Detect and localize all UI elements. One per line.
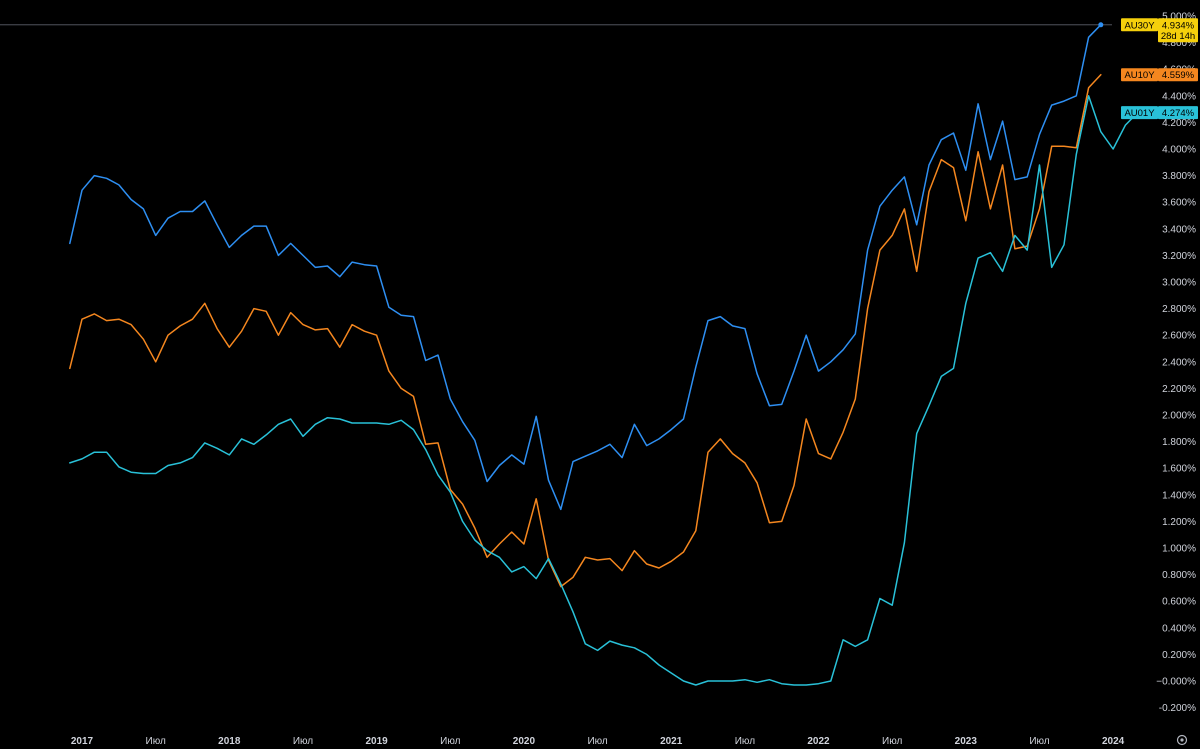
y-tick-label: 2.800% [1162, 304, 1196, 315]
x-tick-label: 2019 [365, 736, 388, 747]
x-tick-label: Июл [440, 736, 460, 747]
last-point-marker-au30y [1098, 22, 1104, 28]
price-tag-au10y: AU10Y 4.559% [1121, 68, 1198, 82]
series-name-label: AU30Y [1124, 20, 1155, 31]
y-tick-label: 3.200% [1162, 251, 1196, 262]
x-tick-label: 2023 [955, 736, 978, 747]
x-tick-label: Июл [587, 736, 607, 747]
series-line-au30y [69, 24, 1102, 511]
y-tick-label: 2.000% [1162, 411, 1196, 422]
y-tick-label: 0.600% [1162, 597, 1196, 608]
last-price-line [0, 22, 1112, 28]
series-line-au10y [69, 73, 1102, 588]
series-name-tag [1121, 18, 1158, 32]
series-name-tag [1121, 68, 1158, 82]
y-tick-label: 0.400% [1162, 623, 1196, 634]
y-tick-label: 3.800% [1162, 171, 1196, 182]
series-last-value: 4.559% [1162, 70, 1195, 81]
y-tick-label: 3.400% [1162, 224, 1196, 235]
y-tick-label: 5.000% [1162, 12, 1196, 23]
x-tick-label: Июл [735, 736, 755, 747]
y-tick-label: 0.800% [1162, 570, 1196, 581]
price-tag-au30y: AU30Y 4.934%28d 14h [1121, 18, 1198, 43]
price-tags: AU30Y 4.934%28d 14h AU10Y 4.559% AU01Y 4.274% [1121, 18, 1198, 120]
x-tick-label: 2018 [218, 736, 241, 747]
y-tick-label: 1.800% [1162, 437, 1196, 448]
y-tick-label: 4.400% [1162, 91, 1196, 102]
price-tag-au01y: AU01Y 4.274% [1121, 106, 1198, 120]
y-tick-label: 2.400% [1162, 357, 1196, 368]
y-tick-label: −0.000% [1156, 677, 1196, 688]
axis-settings-button[interactable] [1176, 734, 1188, 746]
x-tick-label: Июл [146, 736, 166, 747]
bar-countdown: 28d 14h [1161, 31, 1195, 42]
plot-area [69, 24, 1139, 686]
y-tick-label: 1.400% [1162, 490, 1196, 501]
gear-icon-center [1180, 738, 1184, 742]
series-line-au01y [69, 95, 1139, 686]
x-tick-label: Июл [293, 736, 313, 747]
series-name-tag [1121, 106, 1158, 120]
x-tick-label: 2022 [807, 736, 830, 747]
x-axis: 2017 Июл 2018 Июл 2019 Июл 2020 Июл 2021 Июл 2022 И… [71, 736, 1125, 747]
series-name-label: AU10Y [1124, 70, 1155, 81]
y-tick-label: 0.200% [1162, 650, 1196, 661]
y-tick-label: 4.000% [1162, 145, 1196, 156]
y-tick-label: 3.000% [1162, 278, 1196, 289]
x-tick-label: 2017 [71, 736, 94, 747]
gear-icon[interactable] [1176, 734, 1188, 746]
series-last-value: 4.274% [1162, 108, 1195, 119]
y-axis: -0.200% −0.000% 0.200% 0.400% 0.600% 0.800% 1.… [1156, 12, 1196, 715]
y-tick-label: 1.200% [1162, 517, 1196, 528]
y-tick-label: 4.800% [1162, 38, 1196, 49]
x-tick-label: 2024 [1102, 736, 1125, 747]
y-tick-label: 4.200% [1162, 118, 1196, 129]
series-name-label: AU01Y [1124, 108, 1155, 119]
y-tick-label: 1.600% [1162, 464, 1196, 475]
series-value-tag [1158, 106, 1198, 120]
series-last-value: 4.934% [1162, 20, 1195, 31]
y-tick-label: 1.000% [1162, 544, 1196, 555]
y-tick-label: 2.600% [1162, 331, 1196, 342]
y-tick-label: 3.600% [1162, 198, 1196, 209]
y-tick-label: 2.200% [1162, 384, 1196, 395]
y-tick-label: -0.200% [1159, 703, 1196, 714]
x-tick-label: 2021 [660, 736, 683, 747]
x-tick-label: 2020 [513, 736, 536, 747]
series-value-tag [1158, 68, 1198, 82]
x-tick-label: Июл [882, 736, 902, 747]
x-tick-label: Июл [1029, 736, 1049, 747]
series-value-tag [1158, 18, 1198, 43]
